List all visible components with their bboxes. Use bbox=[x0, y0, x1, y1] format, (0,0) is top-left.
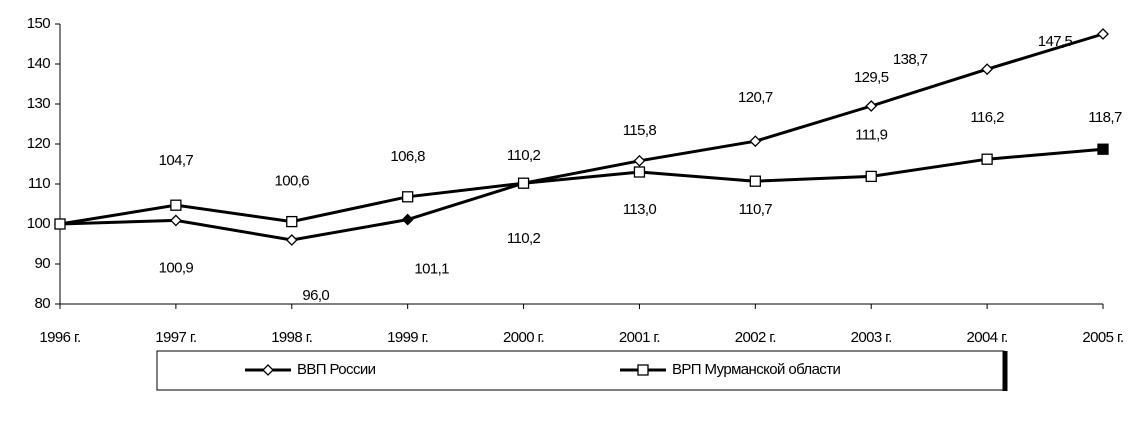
y-tick-label: 90 bbox=[35, 255, 51, 272]
y-tick-label: 150 bbox=[27, 15, 50, 32]
data-label: 147,5 bbox=[1038, 33, 1073, 50]
point-marker bbox=[865, 170, 877, 183]
x-tick-label: 1997 г. bbox=[155, 329, 196, 346]
point-marker bbox=[633, 154, 646, 167]
x-tick-label: 1998 г. bbox=[271, 329, 312, 346]
point-marker bbox=[54, 218, 66, 230]
data-label: 96,0 bbox=[302, 287, 329, 304]
legend-marker bbox=[637, 364, 649, 376]
legend-label: ВВП России bbox=[297, 361, 376, 378]
point-marker bbox=[285, 234, 298, 246]
data-label: 116,2 bbox=[970, 109, 1004, 126]
x-tick-label: 2005 г. bbox=[1082, 329, 1123, 346]
point-marker bbox=[402, 191, 414, 203]
point-marker bbox=[749, 175, 761, 187]
data-label: 129,5 bbox=[854, 69, 889, 86]
data-label: 110,7 bbox=[739, 201, 773, 218]
point-marker bbox=[401, 213, 414, 226]
data-label: 110,2 bbox=[507, 147, 541, 164]
legend-label: ВРП Мурманской области bbox=[672, 361, 840, 378]
point-marker bbox=[981, 153, 993, 165]
data-label: 110,2 bbox=[507, 230, 541, 247]
data-label: 101,1 bbox=[414, 261, 449, 278]
data-label: 113,0 bbox=[623, 201, 657, 218]
y-tick-label: 110 bbox=[28, 175, 50, 192]
y-tick-label: 120 bbox=[27, 135, 50, 152]
point-marker bbox=[749, 135, 762, 148]
x-tick-label: 2001 г. bbox=[619, 329, 660, 346]
series-line bbox=[59, 147, 1104, 226]
x-tick-label: 1999 г. bbox=[387, 329, 428, 346]
point-marker bbox=[286, 215, 298, 228]
point-marker bbox=[865, 100, 878, 112]
y-tick-label: 140 bbox=[27, 55, 50, 72]
data-label: 120,7 bbox=[738, 89, 773, 106]
data-label: 104,7 bbox=[159, 152, 194, 169]
legend-marker bbox=[262, 364, 274, 376]
x-tick-label: 2000 г. bbox=[503, 329, 544, 346]
point-marker bbox=[170, 199, 182, 211]
point-marker bbox=[517, 177, 530, 189]
x-tick-label: 2002 г. bbox=[735, 329, 776, 346]
y-tick-label: 130 bbox=[27, 95, 50, 112]
point-marker bbox=[1097, 28, 1109, 40]
point-marker bbox=[981, 63, 994, 76]
point-marker bbox=[1097, 143, 1109, 155]
series-line bbox=[59, 32, 1104, 242]
data-label: 100,9 bbox=[159, 259, 194, 276]
point-marker bbox=[633, 166, 646, 178]
x-tick-label: 1996 г. bbox=[39, 329, 80, 346]
data-label: 111,9 bbox=[855, 126, 888, 143]
data-label: 118,7 bbox=[1088, 109, 1122, 126]
x-tick-label: 2004 г. bbox=[967, 329, 1008, 346]
data-label: 115,8 bbox=[623, 122, 657, 139]
x-tick-label: 2003 г. bbox=[851, 329, 892, 346]
data-label: 138,7 bbox=[893, 51, 928, 68]
point-marker bbox=[169, 214, 182, 227]
data-label: 106,8 bbox=[390, 148, 425, 165]
y-tick-label: 80 bbox=[35, 295, 51, 312]
data-label: 100,6 bbox=[275, 173, 310, 190]
y-tick-label: 100 bbox=[27, 215, 50, 232]
